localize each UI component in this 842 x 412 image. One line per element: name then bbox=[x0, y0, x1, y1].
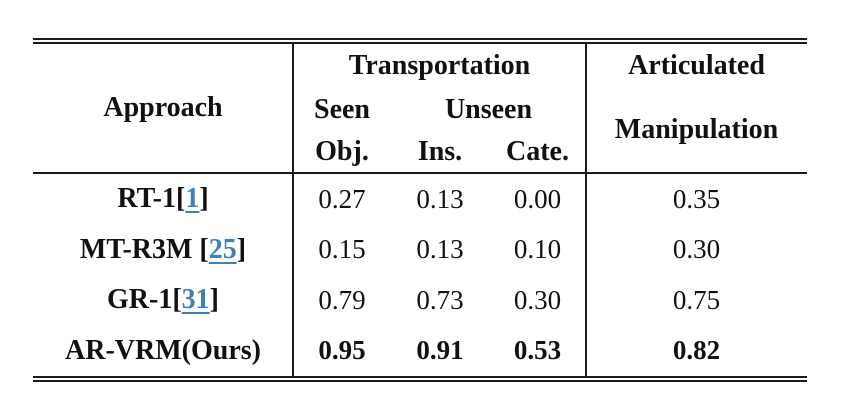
cell-seen-obj-mtr3m: 0.15 bbox=[318, 234, 366, 264]
cell-unseen-cate-rt1: 0.00 bbox=[513, 183, 562, 214]
cell-seen-obj-arvrm: 0.95 bbox=[318, 335, 366, 365]
cell-articulated-gr1: 0.75 bbox=[672, 284, 721, 315]
cell-articulated-rt1: 0.35 bbox=[672, 183, 721, 214]
col-header-articulated: Articulated bbox=[628, 50, 765, 81]
citation-bracket-close: ] bbox=[236, 233, 247, 265]
approach-label-mtr3m: MT-R3M [25] bbox=[33, 224, 293, 275]
approach-label-arvrm: AR-VRM(Ours) bbox=[33, 325, 293, 376]
header-rule bbox=[33, 172, 807, 174]
column-divider-1 bbox=[292, 44, 294, 376]
col-header-obj: Obj. bbox=[315, 136, 369, 167]
approach-name: MT-R3M [25] bbox=[79, 233, 247, 265]
citation-link-1[interactable]: 1 bbox=[185, 183, 200, 214]
cell-unseen-cate-arvrm: 0.53 bbox=[513, 335, 562, 365]
approach-name: RT-1[1] bbox=[117, 183, 209, 214]
citation-link-31[interactable]: 31 bbox=[181, 284, 210, 315]
cell-seen-obj-gr1: 0.79 bbox=[318, 284, 366, 315]
cell-unseen-ins-rt1: 0.13 bbox=[416, 183, 464, 214]
citation-bracket-close: ] bbox=[209, 284, 219, 315]
cell-unseen-cate-mtr3m: 0.10 bbox=[513, 234, 562, 264]
col-header-transportation: Transportation bbox=[348, 50, 531, 81]
approach-name: GR-1[31] bbox=[107, 284, 219, 315]
cell-unseen-ins-arvrm: 0.91 bbox=[416, 335, 464, 365]
table-body: Approach Transportation Articulated Mani… bbox=[33, 44, 807, 376]
col-header-unseen: Unseen bbox=[444, 94, 533, 125]
citation-link-25[interactable]: 25 bbox=[208, 233, 237, 265]
table-bottom-rule bbox=[33, 376, 807, 382]
col-header-manipulation: Manipulation bbox=[614, 114, 779, 145]
approach-label-gr1: GR-1[31] bbox=[33, 275, 293, 325]
cell-seen-obj-rt1: 0.27 bbox=[318, 183, 366, 214]
citation-bracket-open: [ bbox=[176, 183, 186, 214]
table-top-rule bbox=[33, 38, 807, 44]
col-header-cate: Cate. bbox=[506, 136, 569, 167]
citation-bracket-close: ] bbox=[199, 183, 209, 214]
citation-bracket-open: [ bbox=[172, 284, 182, 315]
citation-bracket-open: [ bbox=[199, 233, 209, 265]
approach-name: AR-VRM(Ours) bbox=[65, 334, 261, 366]
cell-unseen-ins-mtr3m: 0.13 bbox=[416, 234, 464, 264]
col-header-ins: Ins. bbox=[417, 136, 463, 167]
cell-articulated-mtr3m: 0.30 bbox=[672, 234, 721, 264]
cell-unseen-ins-gr1: 0.73 bbox=[416, 284, 464, 315]
cell-articulated-arvrm: 0.82 bbox=[672, 335, 721, 365]
column-divider-2 bbox=[585, 44, 587, 376]
results-table: Approach Transportation Articulated Mani… bbox=[33, 38, 807, 382]
approach-label-rt1: RT-1[1] bbox=[33, 174, 293, 224]
cell-unseen-cate-gr1: 0.30 bbox=[513, 284, 562, 315]
col-header-seen: Seen bbox=[314, 94, 370, 125]
col-header-approach: Approach bbox=[103, 92, 223, 123]
